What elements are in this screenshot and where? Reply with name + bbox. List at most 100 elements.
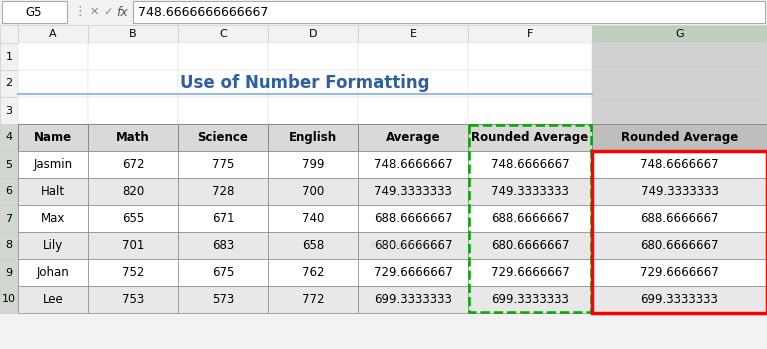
- Text: 799: 799: [301, 158, 324, 171]
- Bar: [0, 151, 18, 178]
- Bar: [468, 124, 592, 151]
- Text: 2: 2: [5, 79, 12, 89]
- Bar: [468, 259, 592, 286]
- Text: B: B: [129, 29, 137, 39]
- Bar: [18, 124, 88, 151]
- Text: 775: 775: [212, 158, 234, 171]
- Text: 729.6666667: 729.6666667: [640, 266, 719, 279]
- Bar: [178, 232, 268, 259]
- Bar: [0, 232, 18, 259]
- Text: 762: 762: [301, 266, 324, 279]
- Bar: [18, 286, 88, 313]
- Text: ⋮: ⋮: [74, 6, 86, 18]
- Text: 699.3333333: 699.3333333: [640, 293, 719, 306]
- Bar: [358, 97, 468, 124]
- Text: ✓: ✓: [104, 7, 113, 17]
- Bar: [18, 25, 88, 43]
- Text: C: C: [219, 29, 227, 39]
- Bar: [592, 25, 767, 43]
- Bar: [133, 1, 765, 23]
- Bar: [18, 259, 88, 286]
- Text: 740: 740: [302, 212, 324, 225]
- Bar: [178, 97, 268, 124]
- Bar: [88, 259, 178, 286]
- Bar: [358, 205, 468, 232]
- Text: 680.6666667: 680.6666667: [640, 239, 719, 252]
- Text: 683: 683: [212, 239, 234, 252]
- Text: Science: Science: [198, 131, 249, 144]
- Text: G: G: [675, 29, 684, 39]
- Bar: [268, 151, 358, 178]
- Bar: [178, 70, 268, 97]
- Text: 680.6666667: 680.6666667: [491, 239, 569, 252]
- Bar: [18, 97, 88, 124]
- Text: 699.3333333: 699.3333333: [374, 293, 452, 306]
- Text: 655: 655: [122, 212, 144, 225]
- Bar: [18, 43, 88, 70]
- Text: 658: 658: [302, 239, 324, 252]
- Bar: [88, 97, 178, 124]
- Bar: [268, 205, 358, 232]
- Text: Lee: Lee: [43, 293, 64, 306]
- Text: Jasmin: Jasmin: [34, 158, 73, 171]
- Text: 752: 752: [122, 266, 144, 279]
- Bar: [0, 205, 18, 232]
- Text: F: F: [527, 29, 533, 39]
- Text: 672: 672: [122, 158, 144, 171]
- Bar: [88, 43, 178, 70]
- Bar: [358, 124, 468, 151]
- Text: 1: 1: [5, 52, 12, 61]
- Bar: [18, 70, 88, 97]
- Bar: [0, 178, 18, 205]
- Bar: [268, 70, 358, 97]
- Bar: [469, 125, 591, 312]
- Text: 820: 820: [122, 185, 144, 198]
- Bar: [468, 43, 592, 70]
- Bar: [88, 151, 178, 178]
- Bar: [358, 178, 468, 205]
- Bar: [358, 151, 468, 178]
- Text: 748.6666667: 748.6666667: [640, 158, 719, 171]
- Bar: [592, 97, 767, 124]
- Bar: [268, 286, 358, 313]
- Text: 729.6666667: 729.6666667: [374, 266, 453, 279]
- Text: 688.6666667: 688.6666667: [491, 212, 569, 225]
- Bar: [468, 232, 592, 259]
- Bar: [592, 70, 767, 97]
- Bar: [88, 25, 178, 43]
- Bar: [88, 205, 178, 232]
- Bar: [178, 151, 268, 178]
- Text: Name: Name: [34, 131, 72, 144]
- Bar: [0, 259, 18, 286]
- Bar: [468, 178, 592, 205]
- Bar: [468, 97, 592, 124]
- Text: 688.6666667: 688.6666667: [640, 212, 719, 225]
- Bar: [468, 151, 592, 178]
- Text: Use of Number Formatting: Use of Number Formatting: [180, 74, 430, 92]
- Text: 680.6666667: 680.6666667: [374, 239, 453, 252]
- Text: 728: 728: [212, 185, 234, 198]
- Text: D: D: [309, 29, 318, 39]
- Text: 7: 7: [5, 214, 12, 223]
- Bar: [0, 286, 18, 313]
- Bar: [268, 232, 358, 259]
- Text: Max: Max: [41, 212, 65, 225]
- Text: 675: 675: [212, 266, 234, 279]
- Bar: [178, 25, 268, 43]
- Bar: [358, 25, 468, 43]
- Bar: [178, 178, 268, 205]
- Bar: [178, 286, 268, 313]
- Text: Johan: Johan: [37, 266, 69, 279]
- Bar: [592, 151, 767, 313]
- Text: 749.3333333: 749.3333333: [374, 185, 452, 198]
- Bar: [358, 70, 468, 97]
- Bar: [268, 25, 358, 43]
- Text: 748.6666666666667: 748.6666666666667: [138, 6, 268, 18]
- Text: 8: 8: [5, 240, 12, 251]
- Text: exceldemy: exceldemy: [370, 240, 430, 251]
- Text: Halt: Halt: [41, 185, 65, 198]
- Text: 748.6666667: 748.6666667: [491, 158, 569, 171]
- Text: Average: Average: [386, 131, 440, 144]
- Bar: [88, 286, 178, 313]
- Text: Math: Math: [116, 131, 150, 144]
